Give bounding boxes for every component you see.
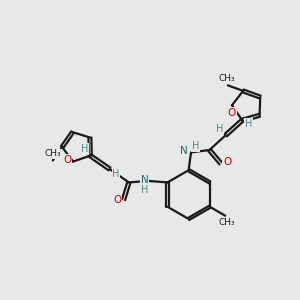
Text: H: H xyxy=(192,141,199,151)
Text: O: O xyxy=(223,157,231,167)
Text: CH₃: CH₃ xyxy=(44,149,61,158)
Text: H: H xyxy=(141,185,148,195)
Text: O: O xyxy=(113,195,121,205)
Text: CH₃: CH₃ xyxy=(218,218,235,227)
Text: H: H xyxy=(112,169,120,179)
Text: H: H xyxy=(81,144,88,154)
Text: CH₃: CH₃ xyxy=(218,74,235,83)
Text: O: O xyxy=(63,155,71,165)
Text: N: N xyxy=(180,146,188,156)
Text: O: O xyxy=(228,108,236,118)
Text: N: N xyxy=(141,175,148,185)
Text: H: H xyxy=(245,119,252,129)
Text: H: H xyxy=(216,124,224,134)
